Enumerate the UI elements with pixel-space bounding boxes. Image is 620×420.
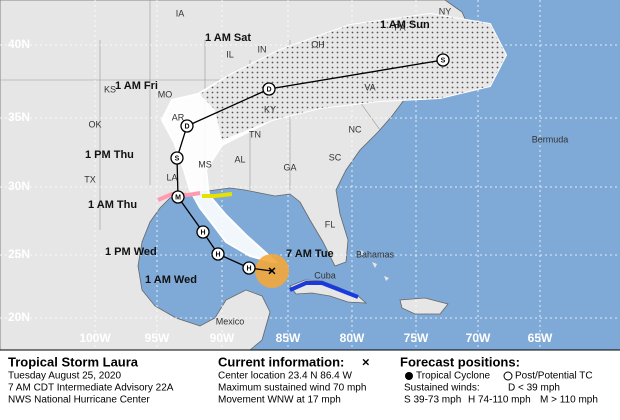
- forecast-point: [171, 190, 185, 204]
- place-label: MO: [158, 89, 173, 99]
- date: Tuesday August 25, 2020: [8, 371, 121, 382]
- place-label: Bahamas: [356, 249, 395, 259]
- cuba-warning: [289, 281, 359, 299]
- place-label: TN: [249, 129, 261, 139]
- wind-s: S 39-73 mph: [404, 395, 461, 406]
- lon-label: 65W: [528, 331, 553, 345]
- place-label: NC: [349, 124, 362, 134]
- lon-label: 75W: [404, 331, 429, 345]
- point-letter: D: [266, 86, 271, 93]
- place-label: OH: [311, 39, 325, 49]
- place-label: NY: [439, 6, 452, 16]
- cone-days-4-5: [200, 14, 506, 140]
- place-label: Mexico: [216, 316, 245, 326]
- lon-label: 100W: [79, 331, 111, 345]
- place-label: IN: [258, 44, 267, 54]
- lon-label: 90W: [210, 331, 235, 345]
- place-label: OK: [88, 119, 101, 129]
- point-letter: H: [200, 229, 205, 236]
- forecast-point: [436, 53, 450, 67]
- place-label: KY: [264, 104, 276, 114]
- lat-label: 30N: [8, 179, 30, 193]
- winds-heading: Sustained winds:: [404, 383, 480, 394]
- advisory: 7 AM CDT Intermediate Advisory 22A: [8, 383, 174, 394]
- point-letter: D: [184, 123, 189, 130]
- forecast-point: [211, 247, 225, 261]
- bahamas: [360, 250, 389, 281]
- current-heading: Current information:: [218, 354, 344, 369]
- time-label: 1 PM Thu: [85, 149, 134, 161]
- forecast-point: [242, 261, 256, 275]
- lon-label: 80W: [340, 331, 365, 345]
- cuba: [289, 279, 368, 304]
- time-label: 1 AM Sun: [380, 19, 430, 31]
- lon-label: 95W: [145, 331, 170, 345]
- place-label: GA: [283, 162, 296, 172]
- place-label: MS: [198, 159, 212, 169]
- point-letter: S: [441, 57, 446, 64]
- legend-panel: [0, 350, 620, 420]
- place-label: VA: [364, 82, 375, 92]
- tc-label: Tropical Cyclone: [416, 371, 491, 382]
- wind-m: M > 110 mph: [540, 395, 598, 406]
- place-label: Cuba: [314, 270, 336, 280]
- forecast-point: [196, 225, 210, 239]
- forecast-point: [170, 151, 184, 165]
- time-label: 1 AM Sat: [205, 32, 251, 44]
- place-label: LA: [166, 172, 177, 182]
- point-letter: M: [175, 194, 181, 201]
- current-time: 7 AM Tue: [286, 248, 334, 260]
- place-label: AR: [172, 112, 185, 122]
- forecast-point: [262, 82, 276, 96]
- lat-label: 25N: [8, 247, 30, 261]
- storm-name: Tropical Storm Laura: [8, 354, 139, 369]
- lon-label: 70W: [466, 331, 491, 345]
- forecast-heading: Forecast positions:: [400, 354, 520, 369]
- place-label: KS: [104, 84, 116, 94]
- time-label: 1 AM Fri: [115, 80, 158, 92]
- current-symbol: ×: [362, 354, 370, 369]
- place-label: FL: [325, 219, 336, 229]
- ptc-symbol: [503, 371, 513, 381]
- ptc-label: Post/Potential TC: [515, 371, 593, 382]
- time-label: 1 AM Wed: [145, 274, 197, 286]
- point-letter: S: [175, 155, 180, 162]
- max-wind: Maximum sustained wind 70 mph: [218, 383, 366, 394]
- hispaniola: [399, 297, 449, 315]
- place-label: IL: [226, 49, 234, 59]
- point-letter: H: [215, 251, 220, 258]
- lat-label: 20N: [8, 310, 30, 324]
- watch-strip: [202, 192, 233, 198]
- time-label: 1 PM Wed: [105, 246, 157, 258]
- place-label: Bermuda: [532, 134, 569, 144]
- place-label: AL: [234, 154, 245, 164]
- current-marker: ×: [268, 263, 276, 279]
- lon-label: 85W: [276, 331, 301, 345]
- agency: NWS National Hurricane Center: [8, 395, 150, 406]
- movement: Movement WNW at 17 mph: [218, 395, 341, 406]
- place-label: PA: [394, 22, 405, 32]
- forecast-point: [180, 119, 194, 133]
- center-location: Center location 23.4 N 86.4 W: [218, 371, 353, 382]
- place-label: SC: [329, 152, 342, 162]
- point-letter: H: [246, 265, 251, 272]
- lat-label: 40N: [8, 37, 30, 51]
- time-label: 1 AM Thu: [88, 199, 137, 211]
- tc-symbol: [405, 372, 413, 380]
- place-label: TX: [84, 174, 96, 184]
- place-label: IA: [176, 8, 185, 18]
- map-labels: 40N 35N 30N 25N 20N 100W 95W 90W 85W 80W 75W 70W 65W…: [8, 6, 568, 345]
- wind-d: D < 39 mph: [508, 383, 560, 394]
- lat-label: 35N: [8, 110, 30, 124]
- wind-h: H 74-110 mph: [468, 395, 531, 406]
